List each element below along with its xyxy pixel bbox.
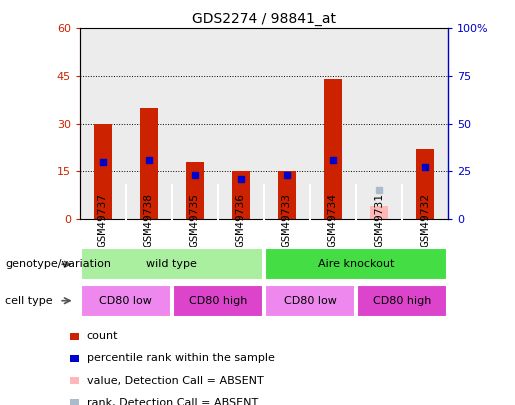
Text: rank, Detection Call = ABSENT: rank, Detection Call = ABSENT: [87, 398, 258, 405]
Bar: [370, 206, 388, 219]
Title: GDS2274 / 98841_at: GDS2274 / 98841_at: [192, 12, 336, 26]
Bar: [416, 149, 434, 219]
Bar: [173, 285, 263, 317]
Text: GSM49732: GSM49732: [420, 194, 430, 247]
Bar: [70, 377, 79, 384]
Bar: [324, 79, 342, 219]
Bar: [402, 28, 448, 219]
Bar: [356, 28, 402, 219]
Text: GSM49733: GSM49733: [282, 194, 292, 247]
Bar: [80, 28, 126, 219]
Text: count: count: [87, 331, 118, 341]
Text: GSM49735: GSM49735: [190, 194, 200, 247]
Text: CD80 high: CD80 high: [373, 296, 431, 306]
Bar: [264, 28, 310, 219]
Bar: [94, 124, 112, 219]
Bar: [186, 162, 204, 219]
Bar: [81, 285, 170, 317]
Bar: [265, 248, 447, 280]
Bar: [126, 28, 172, 219]
Text: Aire knockout: Aire knockout: [318, 259, 394, 269]
Bar: [70, 399, 79, 405]
Text: GSM49734: GSM49734: [328, 194, 338, 247]
Text: wild type: wild type: [146, 259, 197, 269]
Bar: [172, 28, 218, 219]
Bar: [310, 28, 356, 219]
Text: GSM49738: GSM49738: [144, 194, 154, 247]
Bar: [70, 333, 79, 340]
Bar: [81, 248, 263, 280]
Text: genotype/variation: genotype/variation: [5, 259, 111, 269]
Text: GSM49731: GSM49731: [374, 194, 384, 247]
Text: CD80 high: CD80 high: [188, 296, 247, 306]
Bar: [278, 171, 296, 219]
Bar: [357, 285, 447, 317]
Bar: [232, 171, 250, 219]
Text: CD80 low: CD80 low: [284, 296, 336, 306]
Bar: [265, 285, 355, 317]
Bar: [70, 355, 79, 362]
Bar: [140, 108, 158, 219]
Text: CD80 low: CD80 low: [99, 296, 152, 306]
Text: GSM49737: GSM49737: [98, 194, 108, 247]
Text: GSM49736: GSM49736: [236, 194, 246, 247]
Text: percentile rank within the sample: percentile rank within the sample: [87, 354, 274, 363]
Bar: [218, 28, 264, 219]
Text: value, Detection Call = ABSENT: value, Detection Call = ABSENT: [87, 376, 263, 386]
Text: cell type: cell type: [5, 296, 53, 306]
